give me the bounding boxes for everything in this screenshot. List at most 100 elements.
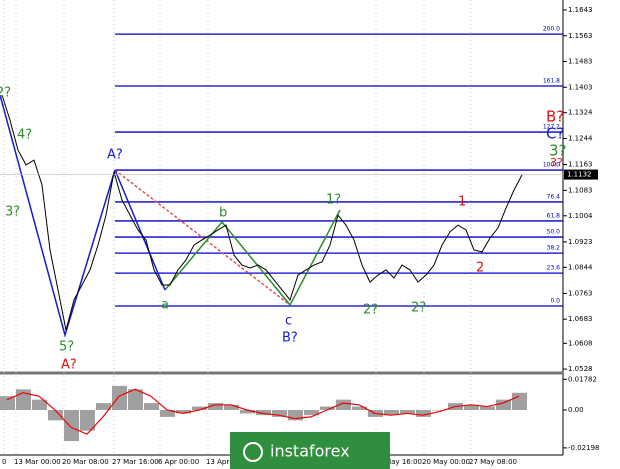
indicator-bar — [128, 389, 143, 410]
indicator-y-tick-label: 0.00 — [568, 406, 584, 414]
indicator-bar — [64, 410, 79, 442]
wave-label: 3? — [549, 142, 567, 160]
watermark-text: instaforex — [270, 442, 350, 461]
wave-label: 1 — [458, 195, 466, 210]
wave-label: A? — [61, 358, 77, 373]
x-tick-label: 0 — [2, 458, 6, 466]
fib-label: 23.6 — [547, 265, 561, 272]
indicator-y-tick-label: -0.02198 — [568, 444, 599, 452]
current-price-label: 1.1132 — [567, 171, 592, 179]
indicator-bar — [144, 403, 159, 410]
wave-label: 1? — [326, 193, 341, 208]
x-tick-label: 12 May 16:00 — [374, 458, 422, 466]
y-tick-label: 1.1643 — [568, 6, 593, 14]
indicator-bar — [208, 403, 223, 410]
y-tick-label: 1.0528 — [568, 365, 593, 373]
wave-line — [114, 169, 291, 306]
indicator-bar — [192, 406, 207, 410]
indicator-bar — [80, 410, 95, 431]
watermark: instaforex — [230, 432, 390, 469]
current-price-box — [564, 169, 598, 180]
wave-label: 2? — [363, 303, 378, 318]
fib-label: 38.2 — [547, 245, 561, 252]
indicator-bar — [336, 399, 351, 410]
x-tick-label: 27 Mar 16:00 — [112, 458, 159, 466]
y-tick-label: 1.1324 — [568, 109, 593, 117]
y-tick-label: 1.1483 — [568, 58, 593, 66]
wave-label: 5? — [59, 340, 74, 355]
indicator-bar — [320, 406, 335, 410]
fib-label: 50.0 — [547, 229, 561, 236]
wave-label: 4? — [17, 128, 32, 143]
indicator-bar — [384, 410, 399, 416]
wave-label: a — [161, 298, 169, 313]
y-tick-label: 1.1163 — [568, 161, 593, 169]
indicator-bar — [272, 410, 287, 417]
indicator-bar — [480, 406, 495, 410]
wave-label: 2 — [476, 261, 484, 276]
indicator-bar — [304, 410, 319, 416]
indicator-bar — [256, 410, 271, 416]
watermark-logo — [243, 442, 263, 462]
indicator-bar — [160, 410, 175, 417]
indicator-bar — [352, 406, 367, 410]
price-line — [1, 94, 523, 331]
fib-label: 127.2 — [543, 124, 560, 131]
indicator-bar — [176, 410, 191, 414]
indicator-bar — [112, 385, 127, 410]
fib-label: 0.0 — [550, 297, 560, 304]
y-tick-label: 1.0763 — [568, 289, 593, 297]
wave-label: 3? — [550, 156, 563, 169]
y-tick-label: 1.0923 — [568, 238, 593, 246]
wave-label: 3? — [5, 205, 20, 220]
indicator-bar — [416, 410, 431, 417]
y-tick-label: 1.1403 — [568, 83, 593, 91]
y-tick-label: 1.0683 — [568, 315, 593, 323]
wave-label: B? — [546, 108, 564, 126]
wave-line — [0, 94, 116, 338]
indicator-bar — [240, 410, 255, 414]
wave-label: B? — [282, 331, 298, 346]
wave-label: b — [219, 206, 227, 221]
wave-line — [164, 209, 341, 307]
wave-label: c — [285, 314, 292, 329]
y-tick-label: 1.1563 — [568, 32, 593, 40]
signal-line — [6, 388, 520, 435]
indicator-y-tick-label: 0.01782 — [568, 375, 597, 383]
x-tick-label: 20 Mar 08:00 — [62, 458, 109, 466]
y-tick-label: 1.0608 — [568, 339, 593, 347]
indicator-bar — [288, 410, 303, 421]
indicator-bar — [32, 399, 47, 410]
fib-label: 76.4 — [547, 193, 561, 200]
y-tick-label: 1.1004 — [568, 212, 593, 220]
indicator-bar — [432, 410, 447, 411]
indicator-bar — [224, 404, 239, 410]
fib-label: 61.8 — [547, 212, 561, 219]
fib-label: 200.0 — [543, 26, 560, 33]
wave-label: 2? — [0, 86, 11, 101]
y-tick-label: 1.1244 — [568, 134, 593, 142]
x-tick-label: 13 Mar 00:00 — [14, 458, 61, 466]
x-tick-label: 13 Apr — [206, 458, 229, 466]
indicator-bar — [96, 403, 111, 410]
x-tick-label: 27 May 08:00 — [469, 458, 517, 466]
y-tick-label: 1.1083 — [568, 186, 593, 194]
watermark-box — [230, 432, 390, 469]
wave-line — [114, 169, 166, 291]
wave-label: 2? — [411, 301, 426, 316]
x-tick-label: 20 May 00:00 — [422, 458, 470, 466]
indicator-bar — [496, 399, 511, 410]
wave-label: A? — [107, 148, 123, 163]
indicator-bar — [48, 410, 63, 421]
indicator-bar — [400, 410, 415, 414]
indicator-bar — [512, 392, 527, 410]
indicator-bar — [464, 404, 479, 410]
fib-label: 161.8 — [543, 77, 560, 84]
x-tick-label: 6 Apr 00:00 — [158, 458, 199, 466]
wave-label: C? — [546, 125, 564, 143]
y-tick-label: 1.0844 — [568, 263, 593, 271]
indicator-bar — [0, 396, 15, 410]
fib-label: 100.0 — [543, 162, 560, 169]
